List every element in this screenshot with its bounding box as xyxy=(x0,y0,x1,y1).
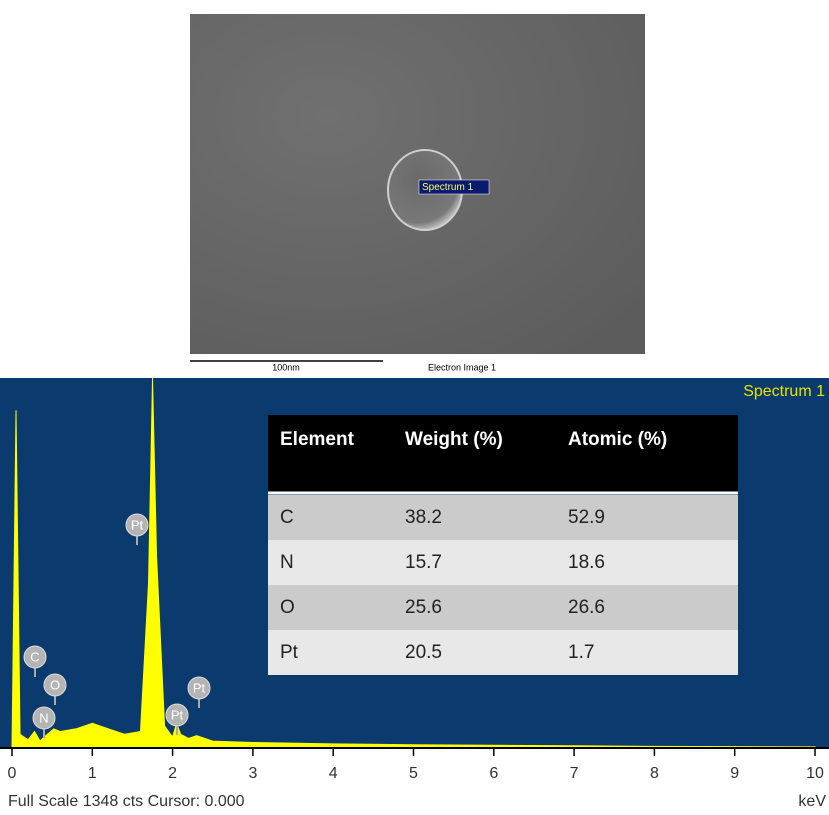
peak-label: Pt xyxy=(131,517,144,532)
footer: Full Scale 1348 cts Cursor: 0.000 xyxy=(8,793,245,810)
table-cell: 18.6 xyxy=(568,552,605,573)
table-cell: 20.5 xyxy=(405,642,442,663)
table-cell: O xyxy=(280,597,295,618)
x-tick-label: 3 xyxy=(248,765,257,782)
marker-label: Spectrum 1 xyxy=(422,182,474,193)
x-tick-label: 2 xyxy=(168,765,177,782)
table-row-bg xyxy=(268,540,738,585)
table-cell: C xyxy=(280,507,294,528)
x-tick-label: 6 xyxy=(489,765,498,782)
x-tick-label: 1 xyxy=(88,765,97,782)
table-cell: 25.6 xyxy=(405,597,442,618)
peak-label: N xyxy=(39,710,48,725)
x-axis-label: keV xyxy=(798,793,826,810)
peak-label: O xyxy=(50,677,60,692)
table-row-bg xyxy=(268,585,738,630)
table-cell: 1.7 xyxy=(568,642,594,663)
page: Spectrum 1 100nm Electron Image 1 Spectr… xyxy=(0,0,829,815)
x-tick-label: 10 xyxy=(806,765,824,782)
table-header-bg xyxy=(268,415,738,493)
x-tick-label: 8 xyxy=(650,765,659,782)
x-tick-label: 4 xyxy=(329,765,338,782)
table-header-cell: Element xyxy=(280,429,355,450)
scale-label: 100nm xyxy=(272,362,300,372)
table-cell: Pt xyxy=(280,642,299,663)
table-cell: 26.6 xyxy=(568,597,605,618)
x-tick-label: 0 xyxy=(8,765,17,782)
peak-label: Pt xyxy=(171,707,184,722)
table-cell: 38.2 xyxy=(405,507,442,528)
peak-label: Pt xyxy=(193,680,206,695)
table-cell: 52.9 xyxy=(568,507,605,528)
table-cell: N xyxy=(280,552,294,573)
image-caption: Electron Image 1 xyxy=(428,362,496,372)
chart-title: Spectrum 1 xyxy=(743,383,825,400)
table-header-cell: Atomic (%) xyxy=(568,429,667,450)
x-tick-label: 7 xyxy=(570,765,579,782)
x-tick-label: 9 xyxy=(730,765,739,782)
peak-label: C xyxy=(30,649,39,664)
table-header-cell: Weight (%) xyxy=(405,429,503,450)
table-row-bg xyxy=(268,495,738,540)
table-row-bg xyxy=(268,630,738,675)
table-cell: 15.7 xyxy=(405,552,442,573)
figure: Spectrum 1 100nm Electron Image 1 Spectr… xyxy=(0,0,829,815)
x-tick-label: 5 xyxy=(409,765,418,782)
